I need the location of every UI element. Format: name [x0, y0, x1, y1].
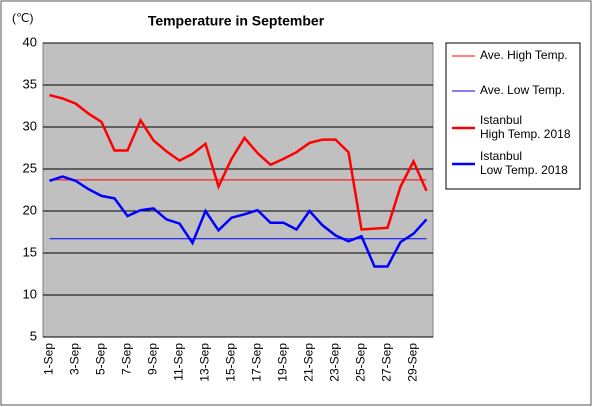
- chart-title: Temperature in September: [148, 13, 325, 29]
- x-tick-label: 21-Sep: [302, 343, 316, 382]
- x-tick-label: 23-Sep: [328, 343, 342, 382]
- y-tick-label: 15: [23, 244, 37, 259]
- series-line: [49, 175, 428, 268]
- y-tick-label: 30: [23, 118, 37, 133]
- y-unit-label: (℃): [12, 11, 33, 25]
- x-tick-label: 27-Sep: [380, 343, 394, 382]
- x-tick-label: 9-Sep: [146, 343, 160, 375]
- x-tick-label: 19-Sep: [276, 343, 290, 382]
- x-tick-label: 1-Sep: [42, 343, 56, 375]
- y-tick-label: 20: [23, 202, 37, 217]
- x-tick-label: 29-Sep: [406, 343, 420, 382]
- plot-area: [42, 42, 434, 338]
- x-tick-label: 3-Sep: [68, 343, 82, 375]
- y-tick-label: 40: [23, 34, 37, 49]
- legend-label: Istanbul Low Temp. 2018: [480, 149, 568, 177]
- y-tick-label: 10: [23, 286, 37, 301]
- x-tick-label: 13-Sep: [198, 343, 212, 382]
- x-tick-label: 11-Sep: [172, 343, 186, 381]
- y-tick-label: 5: [30, 328, 37, 343]
- series-line: [49, 93, 428, 231]
- y-tick-label: 35: [23, 76, 37, 91]
- x-tick-label: 17-Sep: [250, 343, 264, 382]
- legend-label: Ave. High Temp.: [480, 48, 568, 62]
- y-tick-label: 25: [23, 160, 37, 175]
- legend-label: Istanbul High Temp. 2018: [480, 113, 571, 141]
- x-tick-label: 7-Sep: [120, 343, 134, 375]
- x-tick-label: 15-Sep: [224, 343, 238, 382]
- x-tick-label: 25-Sep: [354, 343, 368, 382]
- legend-label: Ave. Low Temp.: [480, 83, 565, 97]
- x-tick-label: 5-Sep: [94, 343, 108, 375]
